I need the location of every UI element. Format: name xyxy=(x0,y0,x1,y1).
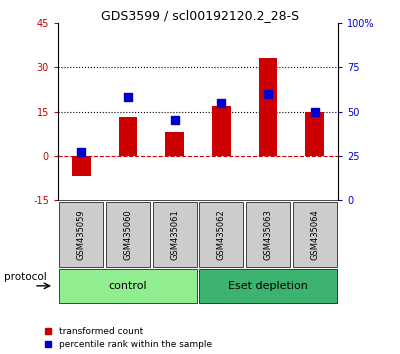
Point xyxy=(125,95,131,100)
Point xyxy=(218,100,224,105)
Text: GSM435059: GSM435059 xyxy=(77,209,86,260)
Point xyxy=(265,91,271,97)
Text: GSM435063: GSM435063 xyxy=(264,209,272,260)
Text: Eset depletion: Eset depletion xyxy=(228,281,308,291)
Bar xyxy=(72,156,91,176)
Text: GSM435060: GSM435060 xyxy=(124,209,132,260)
Text: GDS3599 / scl00192120.2_28-S: GDS3599 / scl00192120.2_28-S xyxy=(101,9,299,22)
Bar xyxy=(165,132,184,156)
Point xyxy=(312,109,318,114)
Point xyxy=(172,118,178,123)
Text: protocol: protocol xyxy=(4,272,47,282)
Bar xyxy=(119,118,137,156)
Point xyxy=(78,149,84,155)
Bar xyxy=(212,105,231,156)
Bar xyxy=(259,58,277,156)
Bar xyxy=(305,112,324,156)
Text: GSM435061: GSM435061 xyxy=(170,209,179,260)
Text: GSM435064: GSM435064 xyxy=(310,209,319,260)
Text: control: control xyxy=(109,281,147,291)
Legend: transformed count, percentile rank within the sample: transformed count, percentile rank withi… xyxy=(44,327,212,349)
Text: GSM435062: GSM435062 xyxy=(217,209,226,260)
